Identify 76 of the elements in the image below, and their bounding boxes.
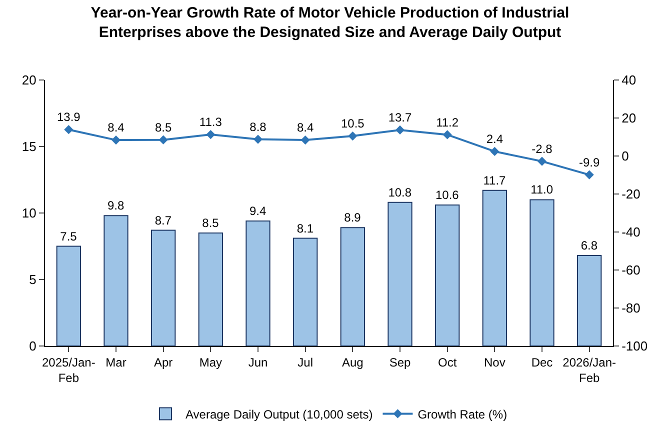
x-tick-label: Mar [106, 355, 126, 370]
data-label: -9.9 [578, 155, 600, 170]
point [537, 156, 547, 166]
data-label: 8.5 [154, 120, 172, 134]
data-label: 2.4 [486, 132, 504, 146]
bar [482, 190, 507, 346]
data-label: 9.4 [249, 204, 267, 218]
data-label: 8.7 [154, 213, 172, 228]
point [348, 132, 358, 141]
x-tick-label: Apr [154, 355, 173, 370]
data-label: 8.4 [296, 120, 314, 135]
x-tick-label: Oct [438, 355, 458, 370]
data-label: 11.0 [530, 182, 554, 197]
point [395, 125, 405, 135]
data-label: 11.3 [199, 115, 222, 130]
data-label: 11.2 [436, 115, 459, 130]
y2-tick-label: -20 [622, 186, 640, 202]
y2-tick-label: -80 [622, 300, 640, 316]
point [253, 134, 263, 144]
data-label: 9.8 [107, 198, 125, 213]
data-label: 6.8 [580, 238, 598, 253]
chart-title: Year-on-Year Growth Rate of Motor Vehicle Production of Industrial Enterprises above the Designated Size and Average Daily Output [90, 4, 570, 42]
y-tick-label: 5 [29, 272, 36, 288]
bar [577, 255, 602, 346]
x-tick-label: 2025/Jan-Feb [42, 355, 96, 385]
data-label: 13.9 [56, 110, 81, 124]
point [584, 170, 594, 180]
point [158, 135, 168, 144]
y-tick-label: 15 [22, 139, 36, 154]
x-tick-label: Jul [298, 355, 313, 370]
y2-tick-label: -40 [622, 224, 640, 240]
bar [435, 204, 460, 346]
x-tick-label: May [199, 355, 222, 370]
bar [56, 246, 81, 346]
legend-label: Average Daily Output (10,000 sets) [186, 407, 373, 422]
bar [198, 232, 223, 346]
data-label: 13.7 [388, 110, 412, 125]
bar [151, 230, 176, 346]
data-label: 11.7 [483, 173, 506, 188]
y-tick-label: 20 [22, 72, 36, 88]
bar [388, 202, 412, 346]
y2-tick-label: -60 [622, 262, 640, 278]
data-label: 8.9 [344, 210, 362, 225]
x-tick-label: Sep [389, 355, 411, 370]
x-tick-label: Nov [484, 355, 506, 370]
data-label: 10.8 [388, 185, 412, 200]
point [111, 135, 121, 145]
bar [530, 199, 554, 346]
point [490, 146, 500, 156]
x-tick-label: Jun [248, 355, 268, 370]
point [442, 130, 452, 140]
x-tick-label: Aug [342, 355, 364, 370]
data-label: 10.6 [436, 188, 460, 202]
data-label: 8.8 [250, 120, 267, 134]
data-label: 8.4 [108, 120, 125, 135]
data-label: -2.8 [532, 142, 553, 156]
bar [104, 215, 128, 346]
bar [340, 227, 365, 346]
data-label: 7.5 [60, 229, 78, 244]
data-label: 8.1 [296, 221, 314, 236]
data-label: 10.5 [340, 116, 365, 131]
legend-label: Growth Rate (%) [418, 407, 508, 422]
point [300, 135, 310, 145]
point [64, 125, 74, 134]
y2-tick-label: -100 [622, 338, 648, 354]
point [206, 130, 216, 140]
y-tick-label: 10 [22, 206, 36, 221]
y2-tick-label: 0 [622, 148, 629, 164]
bar [293, 238, 318, 346]
x-tick-label: Dec [531, 355, 553, 370]
y-tick-label: 0 [29, 338, 36, 354]
bar [246, 220, 270, 346]
y2-tick-label: 40 [622, 72, 636, 88]
data-label: 8.5 [202, 216, 220, 230]
x-tick-label: 2026/Jan-Feb [562, 355, 616, 385]
y2-tick-label: 20 [622, 110, 636, 126]
